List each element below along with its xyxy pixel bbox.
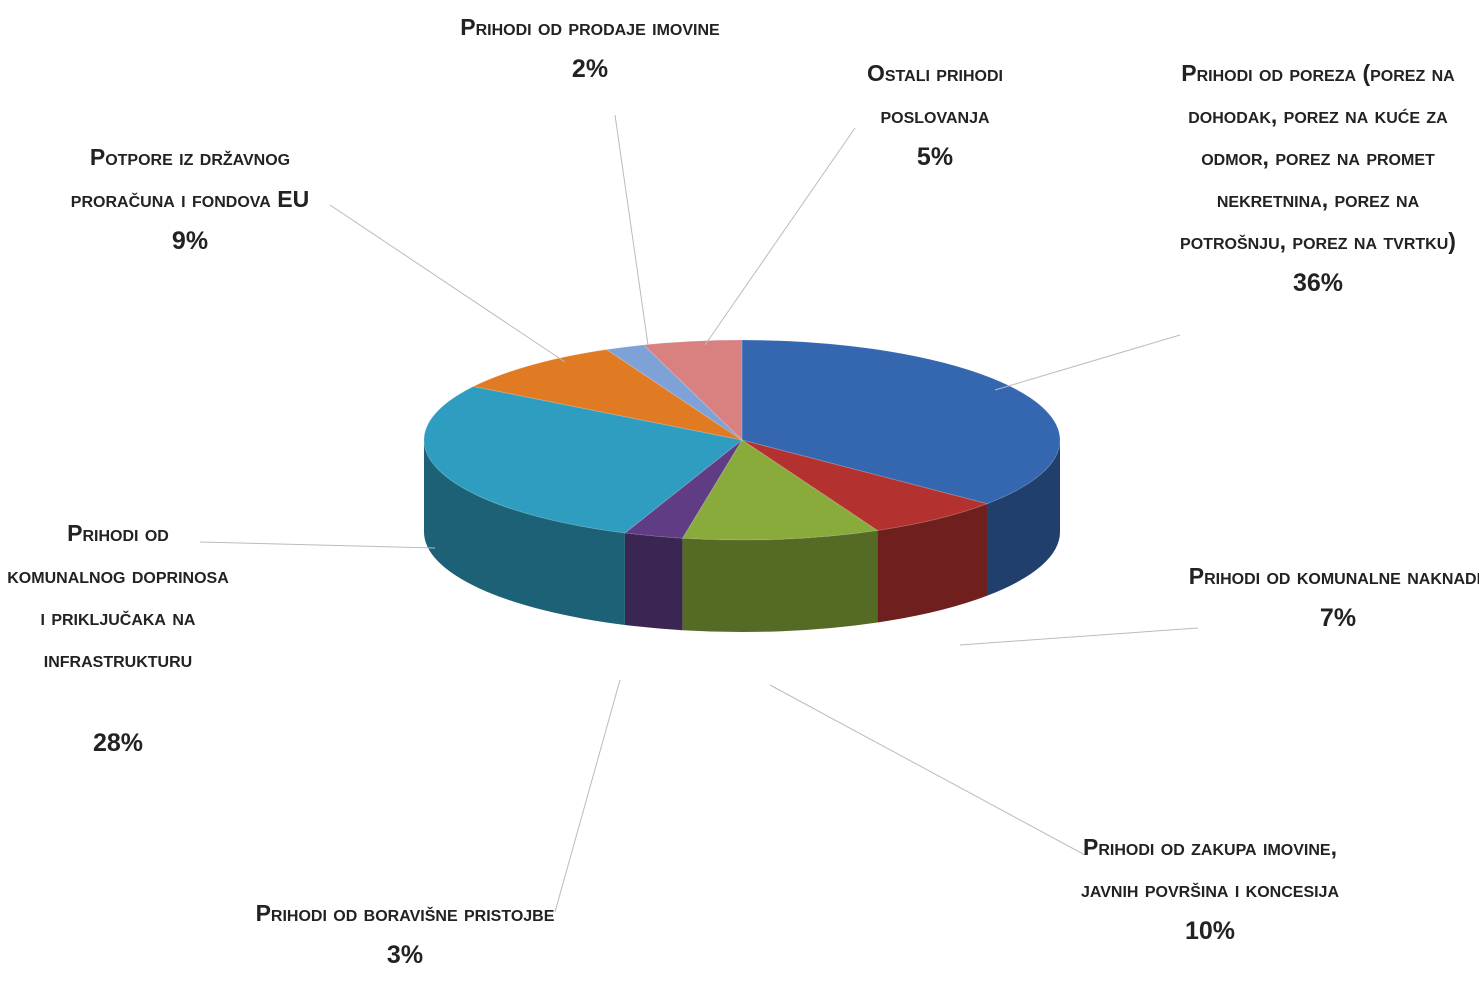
value-label: 28% [92,729,144,757]
value-label: 10% [1184,917,1236,945]
slice-label: Prihodi od poreza (porez na dohodak, por… [1168,52,1468,304]
value-label: 36% [1292,269,1344,297]
value-label: 5% [916,143,954,171]
value-label: 9% [171,227,209,255]
category-name: Prihodi od komunalne naknade [1188,563,1479,589]
slice [741,339,1061,505]
slice [681,439,879,541]
leader-line [554,679,621,913]
slice-side [682,530,878,632]
slice-label: Prihodi od zakupa imovine, javnih površi… [1060,826,1360,952]
slice-label: Prihodi od komunalnog doprinosa i priklj… [6,512,231,764]
value-label: 3% [386,941,424,969]
value-label: 2% [571,55,609,83]
leader-line [199,541,436,549]
category-name: Prihodi od poreza (porez na dohodak, por… [1180,60,1456,254]
leader-line [704,127,856,346]
slice-label: Prihodi od boravišne pristojbe 3% [250,892,560,976]
slice-side [423,440,625,625]
slice-side [987,440,1060,596]
category-name: Prihodi od zakupa imovine, javnih površi… [1080,834,1340,902]
pie-tops [423,339,1061,541]
slice-label: Ostali prihodi poslovanja 5% [830,52,1040,178]
slice [471,348,743,441]
leader-line [959,627,1199,646]
slice-label: Potpore iz državnog proračuna i fondova … [35,136,345,262]
leader-line [614,114,649,346]
category-name: Prihodi od boravišne pristojbe [255,900,555,926]
slice [605,344,743,441]
slice-label: Prihodi od komunalne naknade 7% [1188,555,1479,639]
slice-label: Prihodi od prodaje imovine 2% [445,6,735,90]
leader-line [329,204,566,363]
slice-side [877,503,988,623]
slice [741,439,989,532]
category-name: Ostali prihodi poslovanja [867,60,1003,128]
category-name: Prihodi od prodaje imovine [460,14,720,40]
pie-sides [423,440,1060,632]
slice-side [624,532,683,631]
slice [642,339,743,442]
category-name: Prihodi od komunalnog doprinosa i priklj… [7,520,229,672]
slice [423,385,744,534]
slice [623,439,743,539]
leader-line [994,334,1181,391]
leader-line [769,684,1086,856]
category-name: Potpore iz državnog proračuna i fondova … [70,144,310,212]
value-label: 7% [1319,604,1357,632]
